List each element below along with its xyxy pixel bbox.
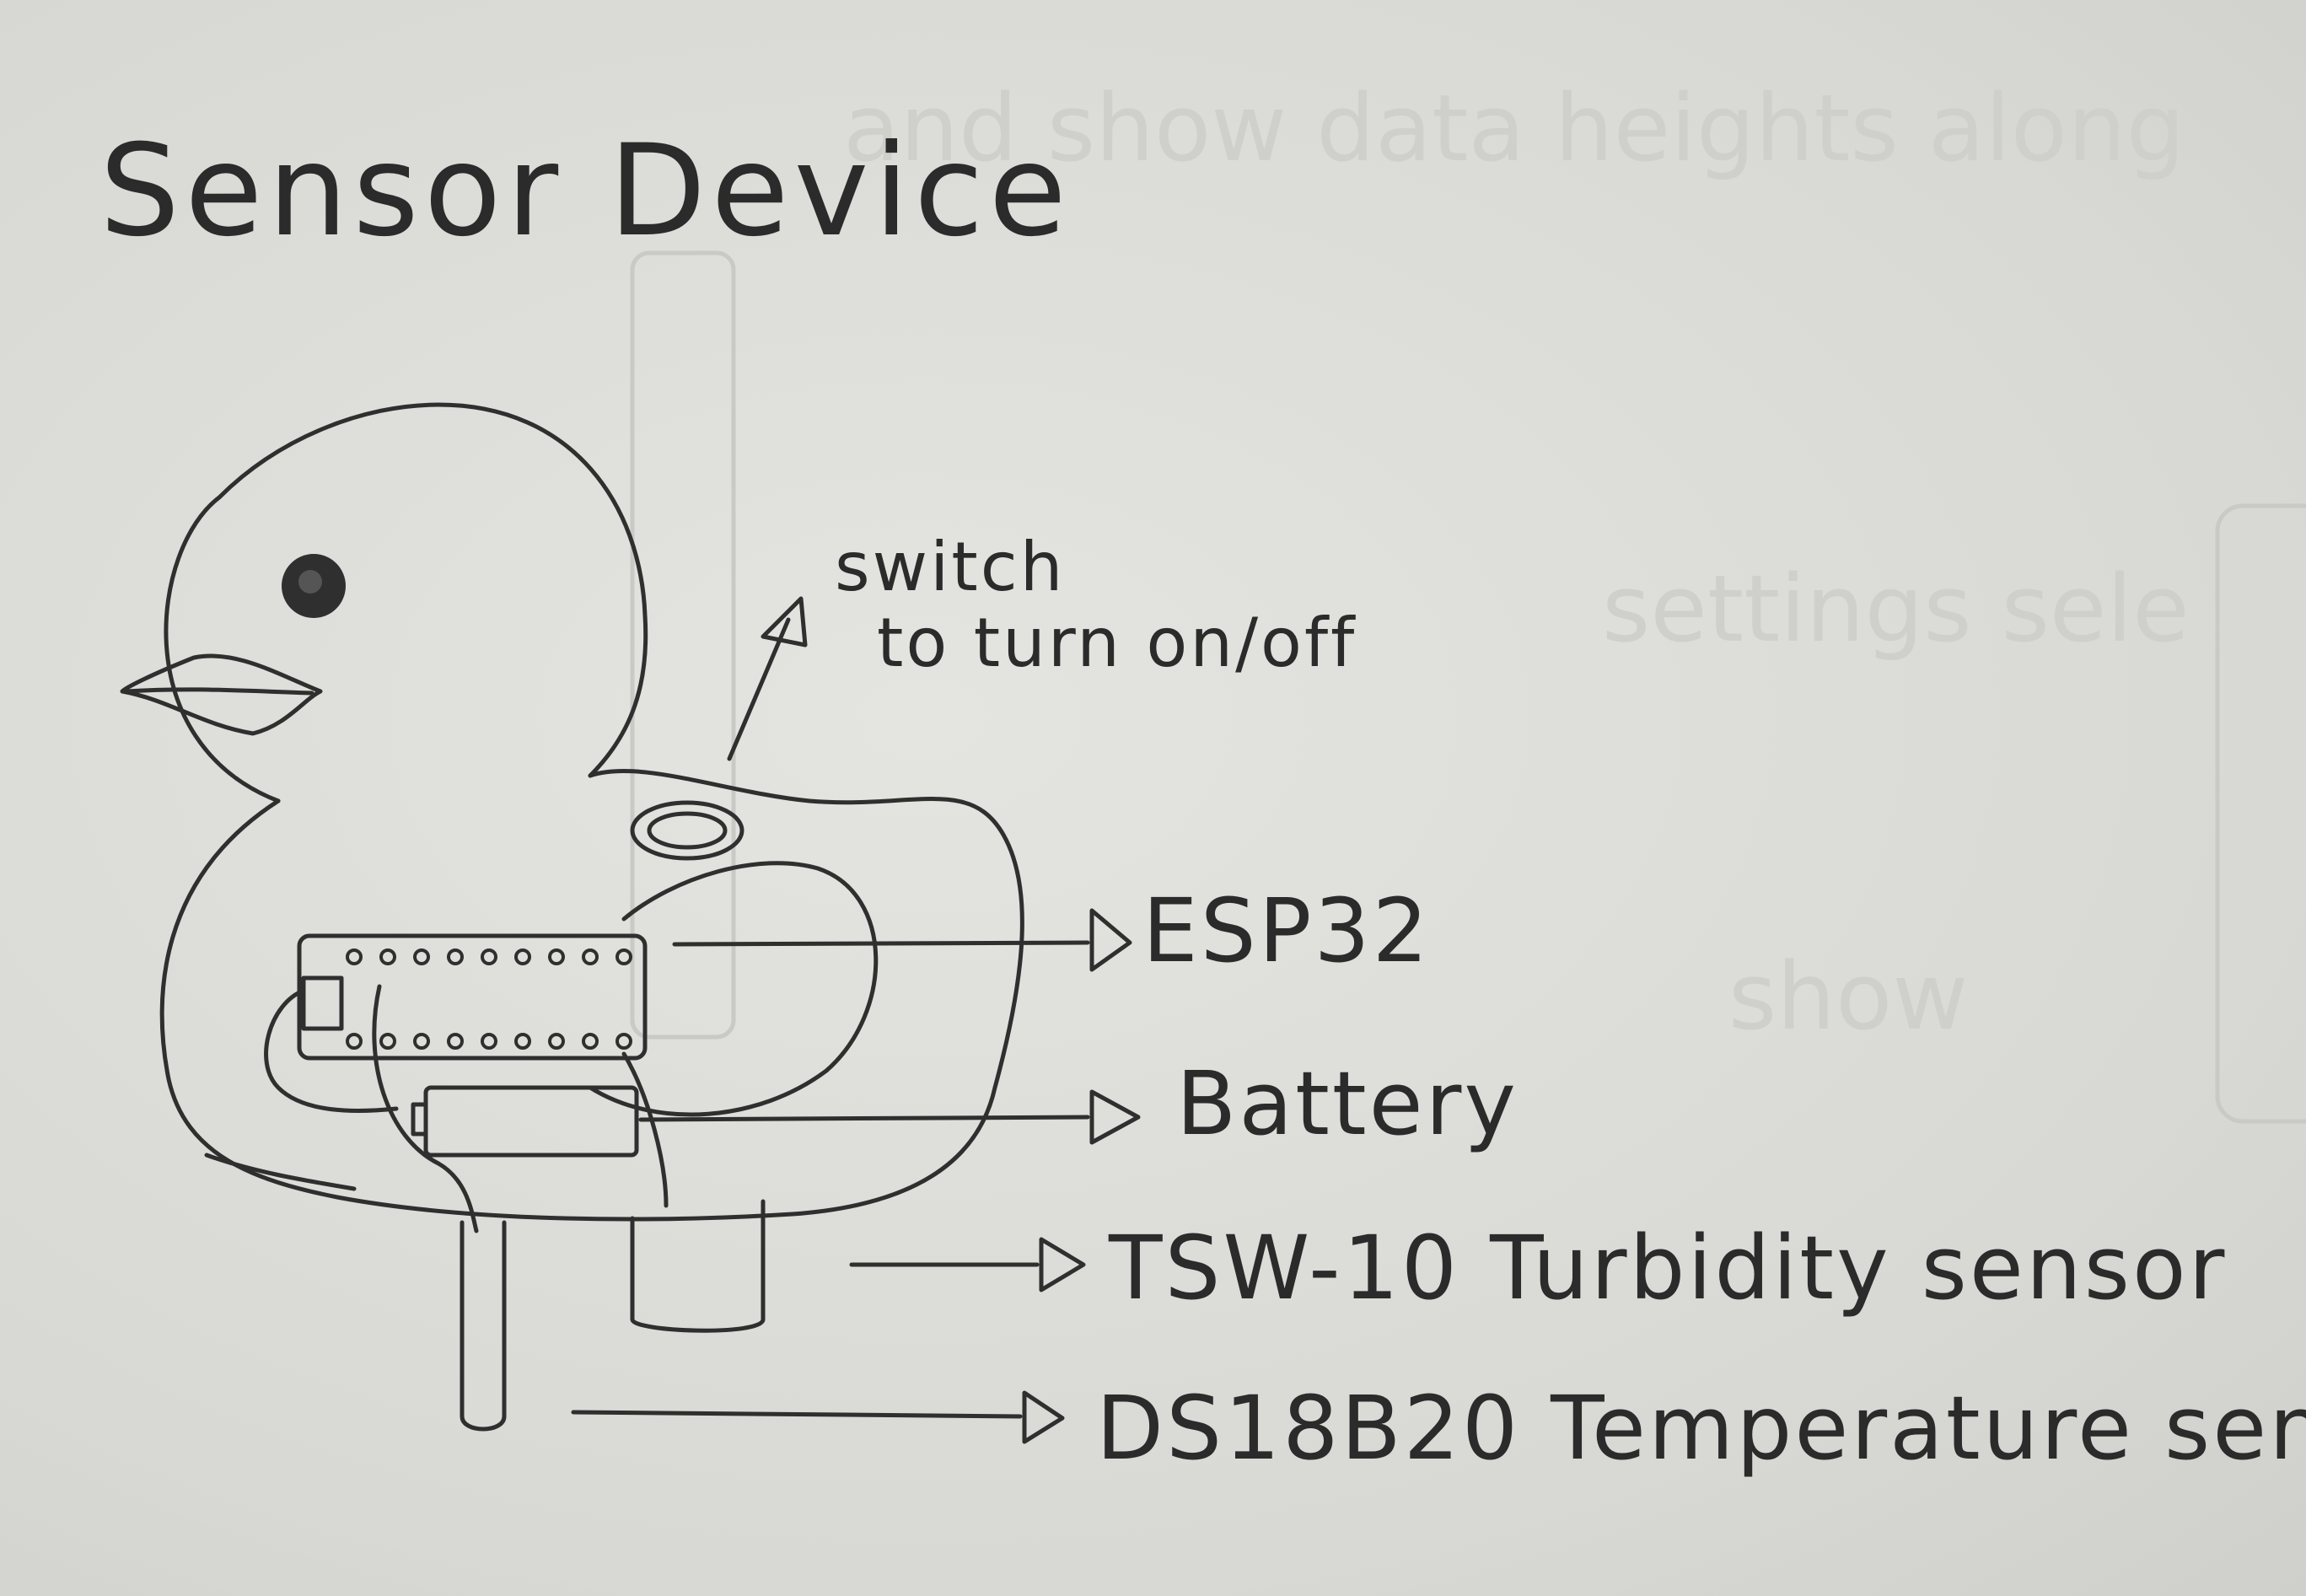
svg-text:settings sele: settings sele bbox=[1602, 555, 2190, 663]
esp32-arrow-line bbox=[672, 940, 1090, 947]
callout-arrows bbox=[571, 596, 1141, 1444]
label-battery: Battery bbox=[1176, 1052, 1519, 1155]
duck-wing-outline bbox=[588, 861, 879, 1117]
esp32-arrowhead bbox=[1089, 908, 1132, 972]
duck-head-outline bbox=[164, 402, 648, 803]
turbidity-probe bbox=[630, 1199, 766, 1333]
switch-inner bbox=[647, 811, 728, 850]
wire-to-turbidity bbox=[621, 1051, 669, 1208]
switch-arrow-line bbox=[727, 617, 791, 761]
duck-body bbox=[120, 402, 1024, 1222]
esp32-wire-left bbox=[264, 988, 399, 1113]
duck-beak-line bbox=[124, 687, 314, 696]
switch-outer bbox=[630, 800, 744, 861]
svg-text:show: show bbox=[1728, 943, 1968, 1051]
turbidity-arrowhead bbox=[1039, 1237, 1086, 1292]
temperature-probe bbox=[460, 1220, 507, 1432]
label-turbidity-sensor: TSW-10 Turbidity sensor bbox=[1108, 1217, 2227, 1319]
diagram-title: Sensor Device bbox=[99, 118, 1072, 265]
sensor-probes bbox=[460, 1199, 766, 1432]
esp32-outline bbox=[297, 933, 648, 1061]
label-switch-line1: switch bbox=[835, 528, 1065, 606]
battery-arrowhead bbox=[1089, 1089, 1141, 1145]
esp32-board bbox=[264, 933, 669, 1233]
label-temperature-sensor: DS18B20 Temperature sensor. bbox=[1096, 1377, 2306, 1480]
duck-bottom-line bbox=[204, 1153, 357, 1191]
duck-back-outline bbox=[159, 769, 1024, 1222]
duck-eye-highlight bbox=[298, 570, 322, 594]
label-switch-line2: to turn on/off bbox=[877, 604, 1357, 682]
esp32-pins-bottom bbox=[346, 1033, 632, 1050]
switch-component bbox=[630, 800, 744, 861]
duck-beak-outline bbox=[120, 653, 323, 736]
battery-arrow-line bbox=[638, 1115, 1090, 1122]
temperature-arrowhead bbox=[1022, 1390, 1065, 1444]
svg-text:and show data heights along: and show data heights along bbox=[843, 74, 2185, 182]
temperature-arrow-line bbox=[571, 1410, 1023, 1419]
paper-ghost-marks: and show data heights along settings sel… bbox=[630, 74, 2306, 1124]
wire-to-temp-probe bbox=[372, 984, 479, 1233]
switch-arrowhead bbox=[761, 596, 808, 648]
label-esp32: ESP32 bbox=[1142, 879, 1431, 982]
esp32-pins-top bbox=[346, 948, 632, 965]
esp32-usb-port bbox=[301, 975, 344, 1031]
battery-component bbox=[411, 1085, 639, 1158]
battery-terminal bbox=[411, 1102, 428, 1137]
